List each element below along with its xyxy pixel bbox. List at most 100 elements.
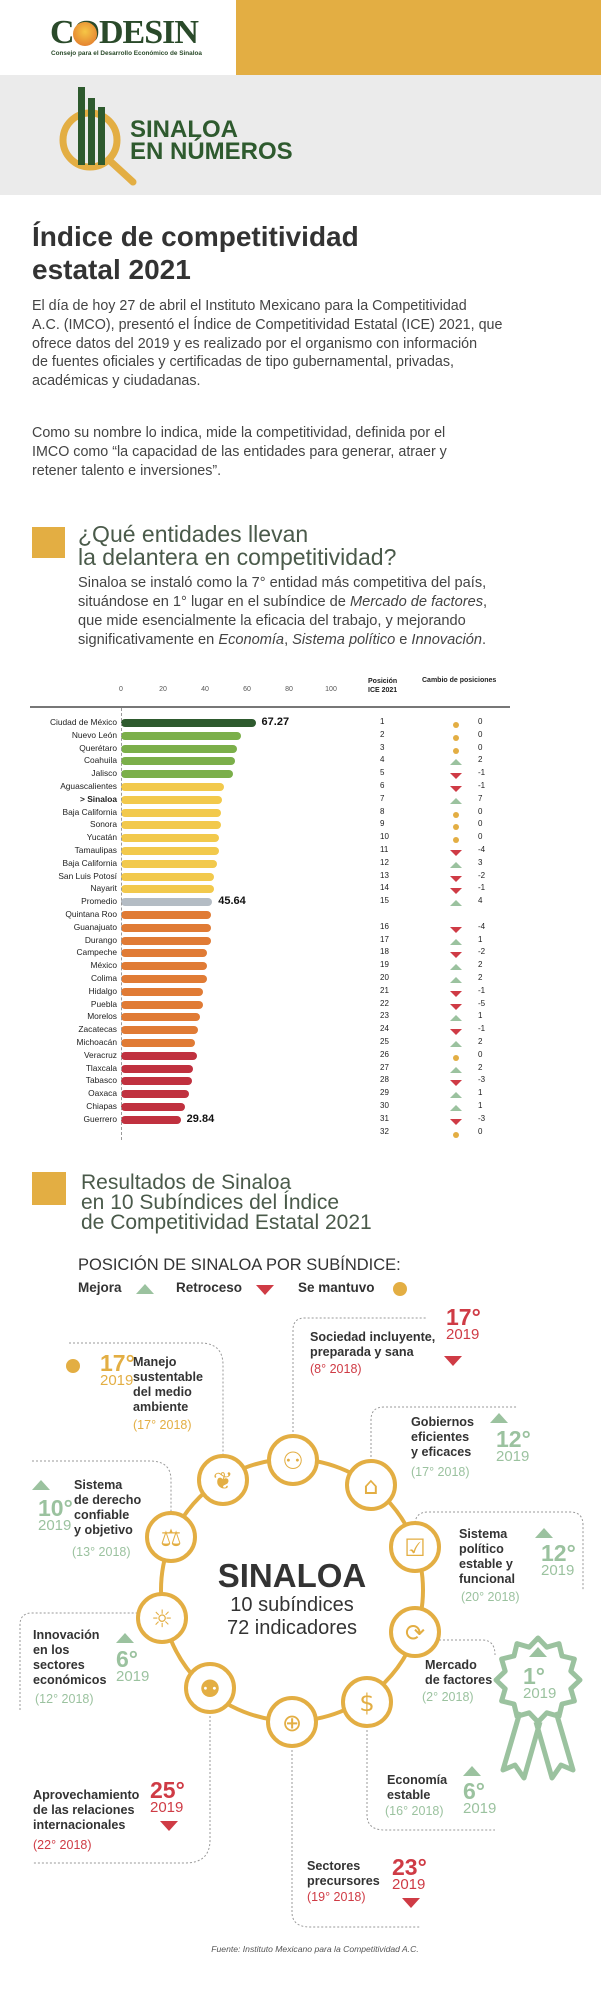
bar-label: Durango (84, 934, 117, 945)
bar-label: Tamaulipas (74, 845, 117, 855)
position-value: 31 (380, 1113, 389, 1123)
change-value: -5 (478, 998, 486, 1008)
rank-2018: (19° 2018) (307, 1890, 366, 1904)
bar-label: Nayarit (90, 883, 117, 894)
bar (121, 936, 211, 945)
text-line: situándose en 1° lugar en el subíndice d… (78, 594, 488, 610)
bar-label: México (90, 960, 117, 971)
up-triangle-icon (450, 797, 462, 804)
rank-2019: 10° (38, 1495, 73, 1521)
bar (121, 885, 215, 894)
text-line: Como su nombre lo indica, mide la compet… (32, 425, 446, 441)
rank-year: 2019 (446, 1326, 480, 1343)
change-value: -3 (478, 1075, 486, 1085)
label-line: estable y (459, 1557, 513, 1571)
bar-label: Puebla (90, 998, 117, 1009)
bar (121, 821, 221, 830)
position-column-header: Posición ICE 2021 (368, 678, 398, 694)
bar-label: Tlaxcala (85, 1062, 117, 1073)
rank-2019: 17° (446, 1304, 481, 1330)
chart-header-rule (30, 706, 510, 708)
bar-label: Colima (90, 973, 117, 983)
codesin-subtitle: Consejo para el Desarrollo Económico de … (51, 50, 202, 57)
bar-label: Zacatecas (78, 1024, 117, 1035)
change-value: 0 (478, 819, 483, 829)
change-value: 1 (478, 1011, 483, 1021)
bar (121, 923, 211, 932)
change-value: 2 (478, 1062, 483, 1072)
legend-up-label: Mejora (78, 1280, 122, 1295)
x-tick-label: 20 (159, 686, 167, 693)
bar (121, 834, 220, 843)
up-triangle-icon (450, 938, 462, 945)
bar-label: > Sinaloa (79, 793, 117, 804)
center-title: SINALOA (217, 1557, 367, 1594)
label-line: de factores (425, 1673, 493, 1687)
title-line: estatal 2021 (32, 254, 191, 285)
position-value: 19 (380, 960, 389, 970)
up-triangle-icon (32, 1480, 50, 1490)
up-triangle-icon (535, 1528, 553, 1538)
down-triangle-icon (450, 850, 462, 856)
position-value: 23 (380, 1011, 389, 1021)
text-line: ofrece datos del 2019 y es realizado por… (32, 335, 478, 352)
heading-line: ¿Qué entidades llevan (78, 521, 309, 547)
up-triangle-icon (136, 1284, 154, 1294)
label-line: Sectores (307, 1859, 361, 1873)
section-marker (32, 1172, 66, 1205)
rank-2019: 12° (541, 1540, 576, 1566)
subindex-node (197, 1454, 249, 1506)
down-triangle-icon (450, 875, 462, 882)
text-line: A.C. (IMCO), presentó el Índice de Compe… (32, 316, 503, 333)
bar (121, 847, 220, 855)
position-value: 21 (380, 985, 389, 995)
position-value: 9 (380, 819, 385, 829)
rank-2018: (17° 2018) (133, 1418, 192, 1432)
same-dot-icon (453, 1131, 459, 1138)
change-value: -2 (478, 947, 486, 957)
change-value: -1 (478, 1024, 486, 1034)
position-value: 15 (380, 896, 389, 906)
change-value: 0 (478, 1049, 483, 1059)
bar (121, 1039, 195, 1047)
data-label: 29.84 (186, 1112, 215, 1125)
people-group-icon: ⚇ (282, 1447, 304, 1475)
bar (121, 1103, 186, 1111)
rank-2018: (12° 2018) (35, 1692, 94, 1706)
brand-title-line2: EN NÚMEROS (130, 138, 293, 165)
text-line: que mide esencialmente la eficacia del t… (78, 613, 466, 629)
up-triangle-icon (529, 1647, 547, 1657)
position-value: 18 (380, 947, 389, 957)
down-triangle-icon (450, 1118, 462, 1125)
x-tick-label: 100 (325, 686, 337, 693)
change-value: 3 (478, 857, 483, 867)
label-line: Sistema (459, 1527, 508, 1541)
position-value: 22 (380, 998, 389, 1008)
subindex-node (389, 1521, 441, 1573)
gavel-icon: ⚖ (160, 1524, 182, 1552)
up-triangle-icon (490, 1413, 508, 1423)
rank-2019: 23° (392, 1854, 427, 1880)
source-note: Fuente: Instituto Mexicano para la Compe… (211, 1944, 419, 1954)
down-triangle-icon (160, 1821, 178, 1831)
label-line: en los (33, 1643, 70, 1657)
x-tick-label: 80 (285, 686, 293, 693)
position-value: 13 (380, 870, 389, 880)
subindex-label: Sectores precursores (307, 1859, 380, 1889)
legend-same-label: Se mantuvo (298, 1280, 375, 1295)
bar-label: Sonora (89, 819, 117, 830)
subindex-label: Sistema político estable y funcional (459, 1527, 515, 1587)
label-line: político (459, 1542, 504, 1556)
label-line: eficientes (411, 1430, 470, 1444)
text-line: IMCO como “la capacidad de las entidades… (32, 443, 447, 460)
rank-2019: 6° (116, 1646, 138, 1672)
change-value: 0 (478, 832, 483, 842)
subindex-node (267, 1434, 319, 1486)
change-value: 0 (478, 1126, 483, 1136)
change-value: 7 (478, 793, 483, 803)
position-value: 8 (380, 806, 385, 816)
center-subindices: 10 subíndices (230, 1594, 354, 1616)
bar (121, 757, 236, 766)
label-line: de las relaciones (33, 1803, 135, 1817)
heading-line: en 10 Subíndices del Índice (81, 1191, 340, 1214)
